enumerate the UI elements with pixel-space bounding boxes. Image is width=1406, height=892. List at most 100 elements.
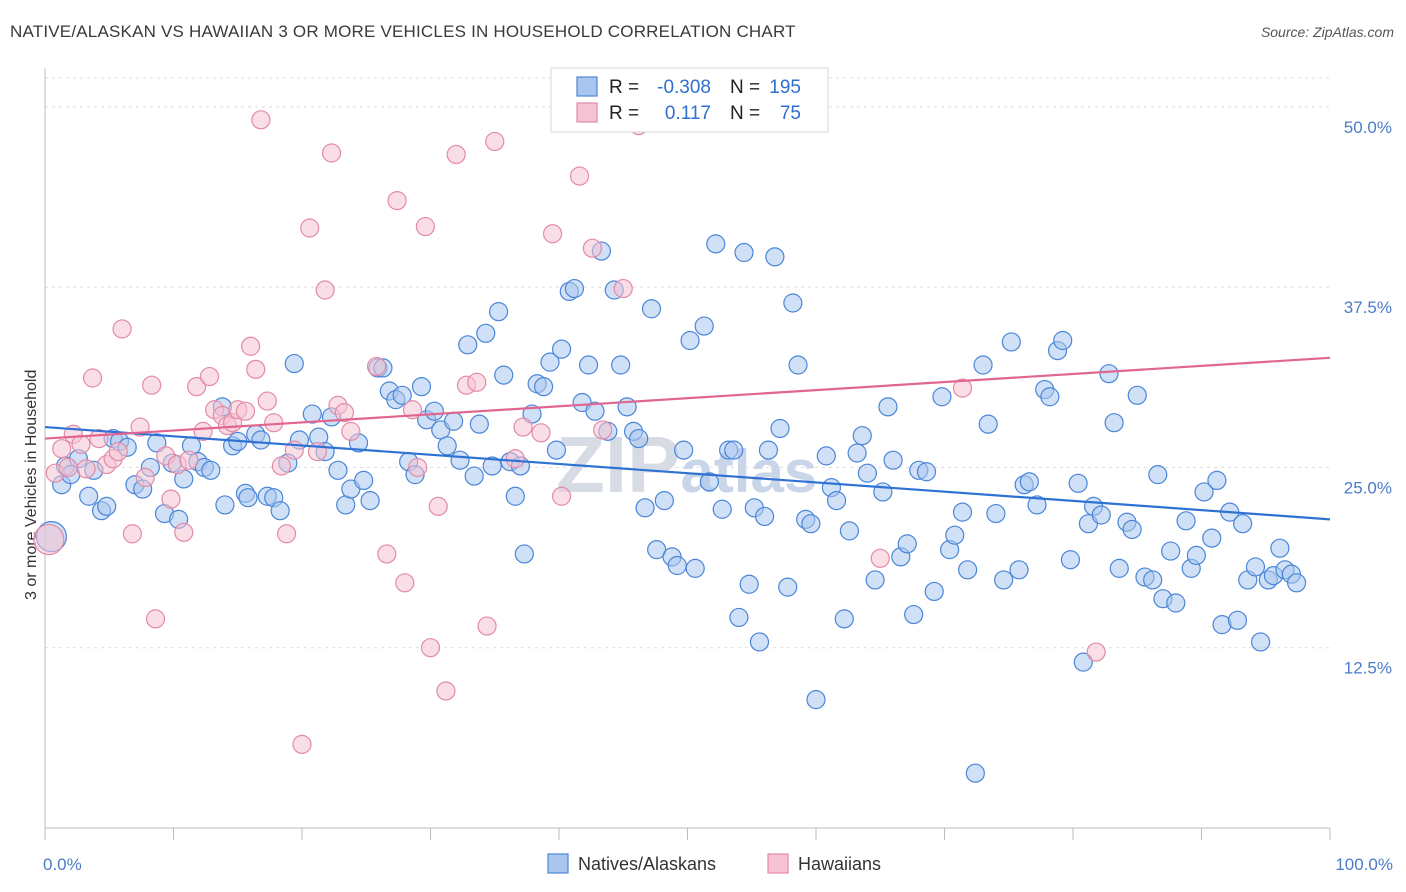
natives-alaskans-point xyxy=(1194,482,1214,502)
legend-n-label-1: N = xyxy=(730,77,760,98)
natives-alaskans-point xyxy=(444,411,464,431)
natives-alaskans-point xyxy=(994,570,1014,590)
hawaiians-point xyxy=(420,638,441,658)
natives-alaskans-point xyxy=(852,426,872,446)
y-tick-label: 25.0% xyxy=(1344,478,1392,497)
natives-alaskans-point xyxy=(1227,610,1248,630)
hawaiians-point xyxy=(334,403,355,423)
natives-alaskans-point xyxy=(749,632,770,652)
natives-alaskans-point xyxy=(458,335,478,355)
natives-alaskans-point xyxy=(1176,511,1196,531)
x-tick-label-min: 0.0% xyxy=(43,855,82,874)
natives-alaskans-point xyxy=(806,690,826,710)
natives-alaskans-point xyxy=(924,581,944,602)
hawaiians-point xyxy=(246,359,266,379)
hawaiians-point xyxy=(271,456,292,476)
natives-alaskans-point xyxy=(916,462,937,482)
natives-alaskans-point xyxy=(424,401,444,421)
hawaiians-point xyxy=(377,544,397,564)
legend-r-value-2: 0.117 xyxy=(665,103,711,124)
natives-alaskans-point xyxy=(585,401,605,421)
natives-alaskans-point xyxy=(897,534,917,554)
natives-alaskans-point xyxy=(952,502,973,522)
natives-alaskans-point xyxy=(302,404,322,424)
natives-alaskans-point xyxy=(699,472,719,492)
natives-alaskans-point xyxy=(1127,385,1147,405)
legend-r-label-2: R = xyxy=(609,103,639,124)
natives-alaskans-point xyxy=(978,414,998,434)
x-tick-labels: 0.0% 100.0% xyxy=(43,855,1393,874)
natives-alaskans-point xyxy=(354,470,374,491)
hawaiians-point xyxy=(108,441,128,462)
hawaiians-point xyxy=(251,110,271,130)
natives-alaskans-point xyxy=(965,763,985,783)
natives-alaskans-point xyxy=(1207,470,1227,491)
y-tick-label: 50.0% xyxy=(1344,118,1392,137)
hawaiians-point xyxy=(257,391,277,411)
hawaiians-point xyxy=(505,449,525,469)
hawaiians-point xyxy=(613,278,633,299)
natives-alaskans-point xyxy=(1027,495,1047,515)
chart-source: Source: ZipAtlas.com xyxy=(1260,24,1394,40)
natives-alaskans-point xyxy=(482,456,502,476)
legend-n-value-2: 75 xyxy=(780,103,801,124)
y-axis-label: 3 or more Vehicles in Household xyxy=(23,370,40,600)
trend-line-hawaiians xyxy=(44,356,1331,440)
natives-alaskans-point xyxy=(945,525,965,545)
natives-alaskans-point xyxy=(801,514,821,534)
natives-alaskans-point xyxy=(1245,557,1266,577)
hawaiians-point xyxy=(82,368,103,388)
natives-alaskans-point xyxy=(514,544,534,564)
natives-alaskans-point xyxy=(667,555,687,576)
y-tick-label: 12.5% xyxy=(1344,659,1392,678)
natives-alaskans-point xyxy=(1040,387,1060,407)
natives-alaskans-point xyxy=(1122,519,1142,540)
hawaiians-point xyxy=(315,280,335,300)
natives-alaskans-point xyxy=(986,503,1006,524)
natives-alaskans-point xyxy=(1233,514,1253,534)
natives-alaskans-point xyxy=(469,414,489,434)
hawaiians-point xyxy=(551,486,572,506)
natives-alaskans-point xyxy=(1202,528,1222,548)
natives-alaskans-point xyxy=(1251,632,1271,652)
natives-alaskans-point xyxy=(783,293,803,313)
hawaiians-point xyxy=(235,401,256,421)
axes xyxy=(44,68,1331,840)
natives-alaskans-point xyxy=(674,440,694,460)
natives-alaskans-point xyxy=(476,323,496,343)
natives-alaskans-point xyxy=(685,558,705,578)
natives-alaskans-point xyxy=(834,609,854,629)
bottom-legend-swatch-pink xyxy=(767,853,789,874)
hawaiians-point xyxy=(145,609,166,629)
natives-alaskans-point xyxy=(647,540,667,560)
hawaiians-point xyxy=(467,372,487,392)
hawaiians-point xyxy=(395,573,415,593)
natives-alaskans-point xyxy=(1091,505,1111,525)
hawaiians-point xyxy=(187,377,207,397)
natives-alaskans-point xyxy=(654,490,674,511)
bottom-legend: Natives/Alaskans Hawaiians xyxy=(547,853,881,874)
natives-alaskans-point xyxy=(97,496,117,516)
natives-alaskans-point xyxy=(564,278,585,299)
natives-alaskans-point xyxy=(712,499,732,519)
hawaiians-point xyxy=(870,548,890,568)
legend-n-label-2: N = xyxy=(730,103,760,124)
natives-alaskans-point xyxy=(734,242,754,263)
y-tick-label: 37.5% xyxy=(1344,298,1392,317)
hawaiians-point xyxy=(142,375,162,395)
natives-alaskans-point xyxy=(680,330,700,351)
natives-alaskans-point xyxy=(611,355,631,375)
legend-swatch-blue xyxy=(576,76,598,97)
natives-alaskans-point xyxy=(706,234,726,254)
hawaiians-point xyxy=(112,319,132,339)
hawaiians-point xyxy=(321,143,342,163)
hawaiians-point xyxy=(582,238,603,258)
hawaiians-point xyxy=(341,421,361,441)
natives-alaskans-point xyxy=(392,385,412,405)
natives-alaskans-point xyxy=(765,247,785,267)
legend: R = -0.308 N = 195 R = 0.117 N = 75 xyxy=(550,67,829,133)
hawaiians-point xyxy=(513,417,533,437)
hawaiians-point xyxy=(446,144,466,165)
bottom-legend-swatch-blue xyxy=(547,853,569,874)
natives-alaskans-point xyxy=(533,377,554,397)
